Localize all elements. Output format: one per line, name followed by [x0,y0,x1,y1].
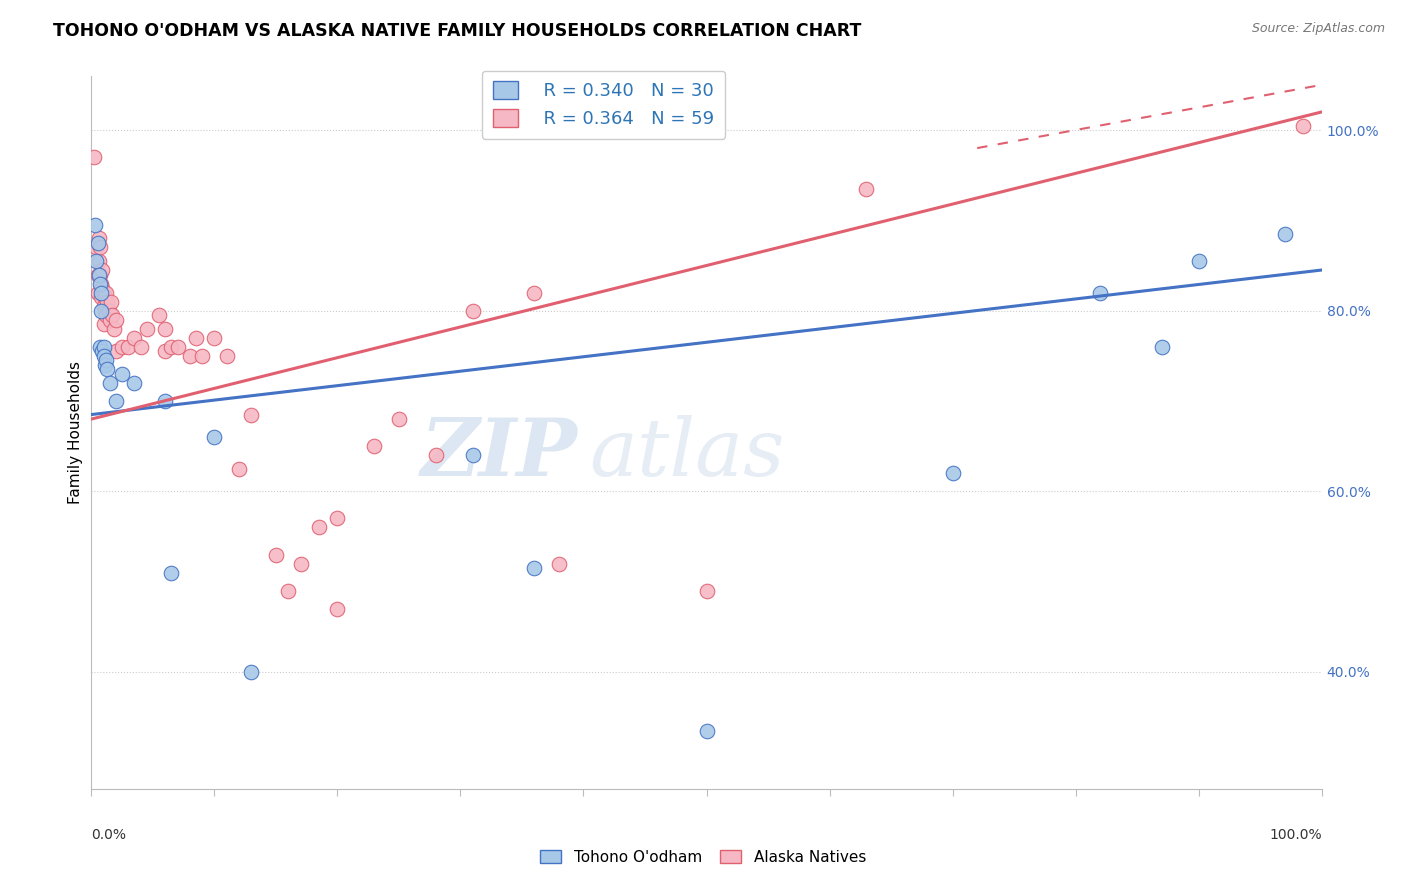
Point [105,344,127,359]
Point [153,394,177,409]
Point [96,294,118,309]
Point [1292,119,1315,133]
Point [523,561,546,575]
Point [90,285,112,300]
Point [160,566,183,580]
Point [124,376,146,390]
Point [100,294,122,309]
Point [117,340,139,354]
Point [93,349,115,363]
Point [103,322,125,336]
Point [101,308,124,322]
Point [166,340,188,354]
Point [695,723,717,738]
Point [153,344,177,359]
Point [240,665,263,679]
Point [93,299,115,313]
Point [184,331,207,345]
Text: 0.0%: 0.0% [91,828,127,842]
Point [1274,227,1296,241]
Point [363,439,385,453]
Point [105,394,127,409]
Legend:   R = 0.340   N = 30,   R = 0.364   N = 59: R = 0.340 N = 30, R = 0.364 N = 59 [482,70,725,139]
Point [86,240,108,254]
Point [290,557,312,571]
Point [308,520,330,534]
Point [94,303,117,318]
Point [98,376,121,390]
Point [87,254,110,268]
Point [179,349,201,363]
Point [388,412,411,426]
Point [129,340,152,354]
Text: ZIP: ZIP [420,416,578,492]
Point [83,150,105,164]
Point [89,277,111,291]
Point [89,340,111,354]
Point [264,548,287,562]
Text: 100.0%: 100.0% [1270,828,1322,842]
Point [326,601,349,615]
Point [86,268,108,282]
Point [91,281,114,295]
Point [148,308,170,322]
Point [105,312,127,326]
Point [93,285,115,300]
Point [202,430,225,444]
Point [96,308,117,322]
Point [461,448,484,462]
Y-axis label: Family Households: Family Households [67,361,83,504]
Point [202,331,225,345]
Text: Source: ZipAtlas.com: Source: ZipAtlas.com [1251,22,1385,36]
Point [94,290,117,304]
Point [111,340,134,354]
Point [86,254,108,268]
Point [93,317,115,331]
Point [87,231,110,245]
Point [90,290,112,304]
Point [96,353,117,368]
Point [90,303,112,318]
Point [425,448,447,462]
Point [547,557,569,571]
Text: atlas: atlas [589,416,785,492]
Point [98,312,121,326]
Point [96,362,118,376]
Point [124,331,146,345]
Point [695,583,717,598]
Point [153,322,177,336]
Text: TOHONO O'ODHAM VS ALASKA NATIVE FAMILY HOUSEHOLDS CORRELATION CHART: TOHONO O'ODHAM VS ALASKA NATIVE FAMILY H… [53,22,862,40]
Point [1150,340,1173,354]
Point [86,235,108,250]
Point [89,240,111,254]
Point [215,349,238,363]
Point [94,358,117,372]
Point [135,322,157,336]
Point [855,182,877,196]
Point [93,340,115,354]
Point [90,277,112,291]
Point [111,367,134,381]
Point [84,218,107,232]
Point [87,268,110,282]
Point [97,303,120,318]
Point [91,344,114,359]
Point [91,263,114,277]
Point [326,511,349,525]
Point [160,340,183,354]
Point [941,467,963,481]
Point [277,583,299,598]
Point [523,285,546,300]
Point [1187,254,1209,268]
Point [1088,285,1111,300]
Point [228,462,250,476]
Point [461,303,484,318]
Point [89,268,111,282]
Point [96,285,117,300]
Legend: Tohono O'odham, Alaska Natives: Tohono O'odham, Alaska Natives [534,844,872,871]
Point [191,349,214,363]
Point [240,408,263,422]
Point [86,285,108,300]
